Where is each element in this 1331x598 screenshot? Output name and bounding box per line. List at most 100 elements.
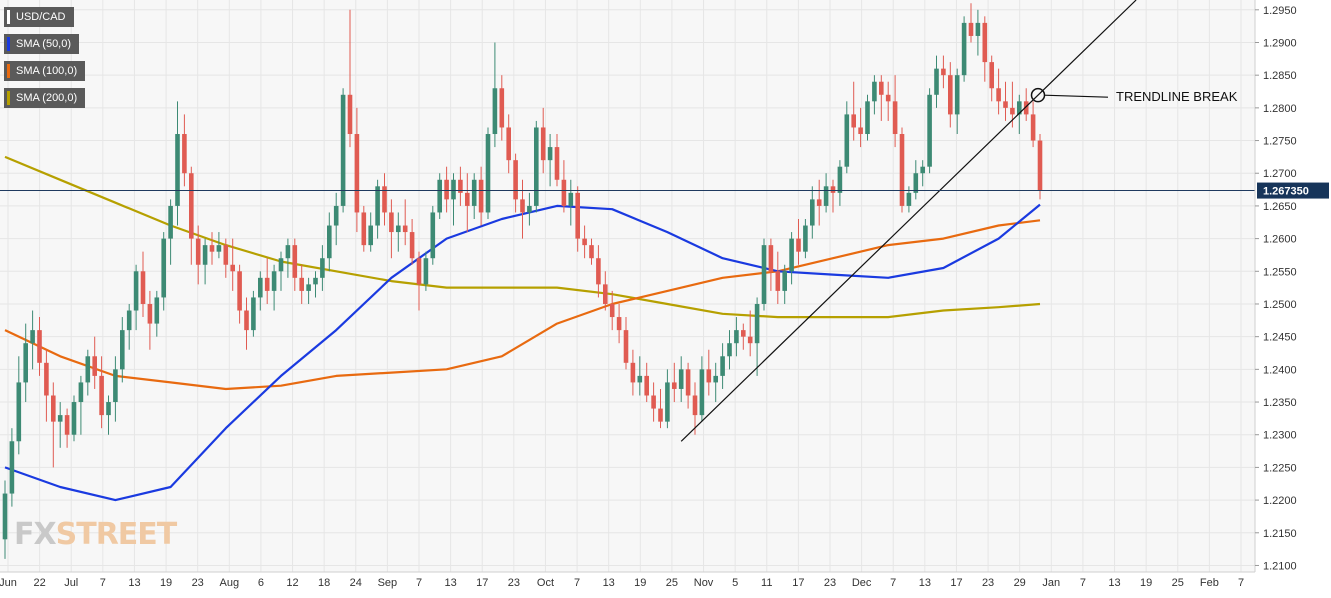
y-tick-label: 1.2950 <box>1263 5 1297 17</box>
y-tick-label: 1.2350 <box>1263 397 1297 409</box>
candle-body <box>492 88 498 135</box>
candle <box>934 55 939 108</box>
candle <box>30 310 35 370</box>
overlay: 1.267350 TRENDLINE BREAK <box>0 0 1329 442</box>
candle-body <box>747 336 753 344</box>
candle-body <box>1037 140 1043 191</box>
candle <box>603 271 608 311</box>
candle <box>23 323 28 403</box>
candle <box>78 375 84 435</box>
candle <box>409 218 415 265</box>
y-tick-label: 1.2800 <box>1263 103 1297 115</box>
candles <box>2 3 1043 559</box>
candle <box>161 232 166 311</box>
candle <box>982 16 988 82</box>
candle <box>244 297 249 350</box>
candle-body <box>133 271 139 311</box>
candle-body <box>120 330 125 370</box>
candle <box>1037 134 1043 200</box>
candle-body <box>678 369 684 389</box>
candle <box>1023 88 1029 121</box>
candle-body <box>961 22 967 76</box>
candle-body <box>147 303 153 324</box>
x-tick-label: 7 <box>100 577 106 589</box>
legend-swatch <box>7 91 10 105</box>
y-tick-label: 1.2300 <box>1263 430 1297 442</box>
candle <box>320 245 325 291</box>
candle-body <box>485 134 491 213</box>
candle-body <box>313 277 318 285</box>
candle <box>85 349 91 396</box>
candle-body <box>195 238 201 265</box>
candle <box>699 356 705 422</box>
candle-body <box>623 330 629 363</box>
candle-body <box>885 94 891 102</box>
candle-body <box>154 297 160 324</box>
y-tick-label: 1.2850 <box>1263 70 1297 82</box>
candle-body <box>278 258 284 272</box>
candle-body <box>251 297 256 331</box>
y-tick-label: 1.2500 <box>1263 299 1297 311</box>
candle <box>1017 94 1022 135</box>
candle-body <box>720 356 725 376</box>
candle <box>189 166 194 265</box>
y-axis: 1.2100 1.2150 1.2200 1.2250 1.2300 1.2350 1.24… <box>1254 0 1297 572</box>
candle <box>568 179 574 226</box>
candle-body <box>568 192 574 206</box>
x-axis: Jun 22 Jul 7 13 19 23 Aug 6 12 18 24 Sep 7 13 17 23 Oct 7 1… <box>0 571 1255 589</box>
candle-body <box>306 284 311 291</box>
candle-body <box>513 160 518 200</box>
candle <box>278 251 284 291</box>
candle-body <box>30 330 35 344</box>
candle <box>299 264 304 304</box>
x-tick-label: 19 <box>1140 577 1152 589</box>
candle <box>64 408 70 448</box>
candle <box>920 160 925 187</box>
candle <box>534 120 539 213</box>
candle <box>685 362 691 409</box>
plot-background <box>0 0 1255 572</box>
candle-body <box>685 369 691 396</box>
candle-body <box>2 493 8 540</box>
candle-body <box>444 179 449 200</box>
candle-body <box>596 258 601 285</box>
candle <box>865 94 870 141</box>
legend-item-sma50: SMA (50,0) <box>4 34 80 54</box>
grid <box>0 0 1255 572</box>
candle-body <box>1010 107 1015 115</box>
candle <box>361 205 367 252</box>
candle-body <box>630 362 636 383</box>
candle <box>644 362 649 403</box>
legend-swatch <box>7 64 10 78</box>
y-tick-label: 1.2200 <box>1263 495 1297 507</box>
candle-body <box>534 127 539 206</box>
candle <box>306 277 311 304</box>
candle <box>851 81 856 141</box>
candle-body <box>64 415 70 435</box>
y-tick-label: 1.2400 <box>1263 364 1297 376</box>
candle-body <box>699 369 705 416</box>
candle-body <box>451 179 456 200</box>
candle <box>554 134 560 187</box>
candle <box>961 16 967 82</box>
candle <box>451 173 456 226</box>
candle-body <box>161 238 166 298</box>
candle <box>340 88 346 213</box>
candle <box>271 264 277 311</box>
candle-body <box>430 212 436 259</box>
candle-body <box>71 402 77 435</box>
candle-body <box>106 402 111 416</box>
candle <box>727 330 732 370</box>
candle <box>444 166 449 213</box>
candle <box>975 9 981 56</box>
candle-body <box>264 277 270 291</box>
candle <box>927 88 932 174</box>
candle-body <box>665 382 670 422</box>
candle <box>133 264 139 331</box>
candle-body <box>851 114 856 128</box>
candle-body <box>651 395 656 409</box>
candle-body <box>658 408 663 422</box>
candle <box>844 101 850 174</box>
x-tick-label: Oct <box>537 577 554 589</box>
